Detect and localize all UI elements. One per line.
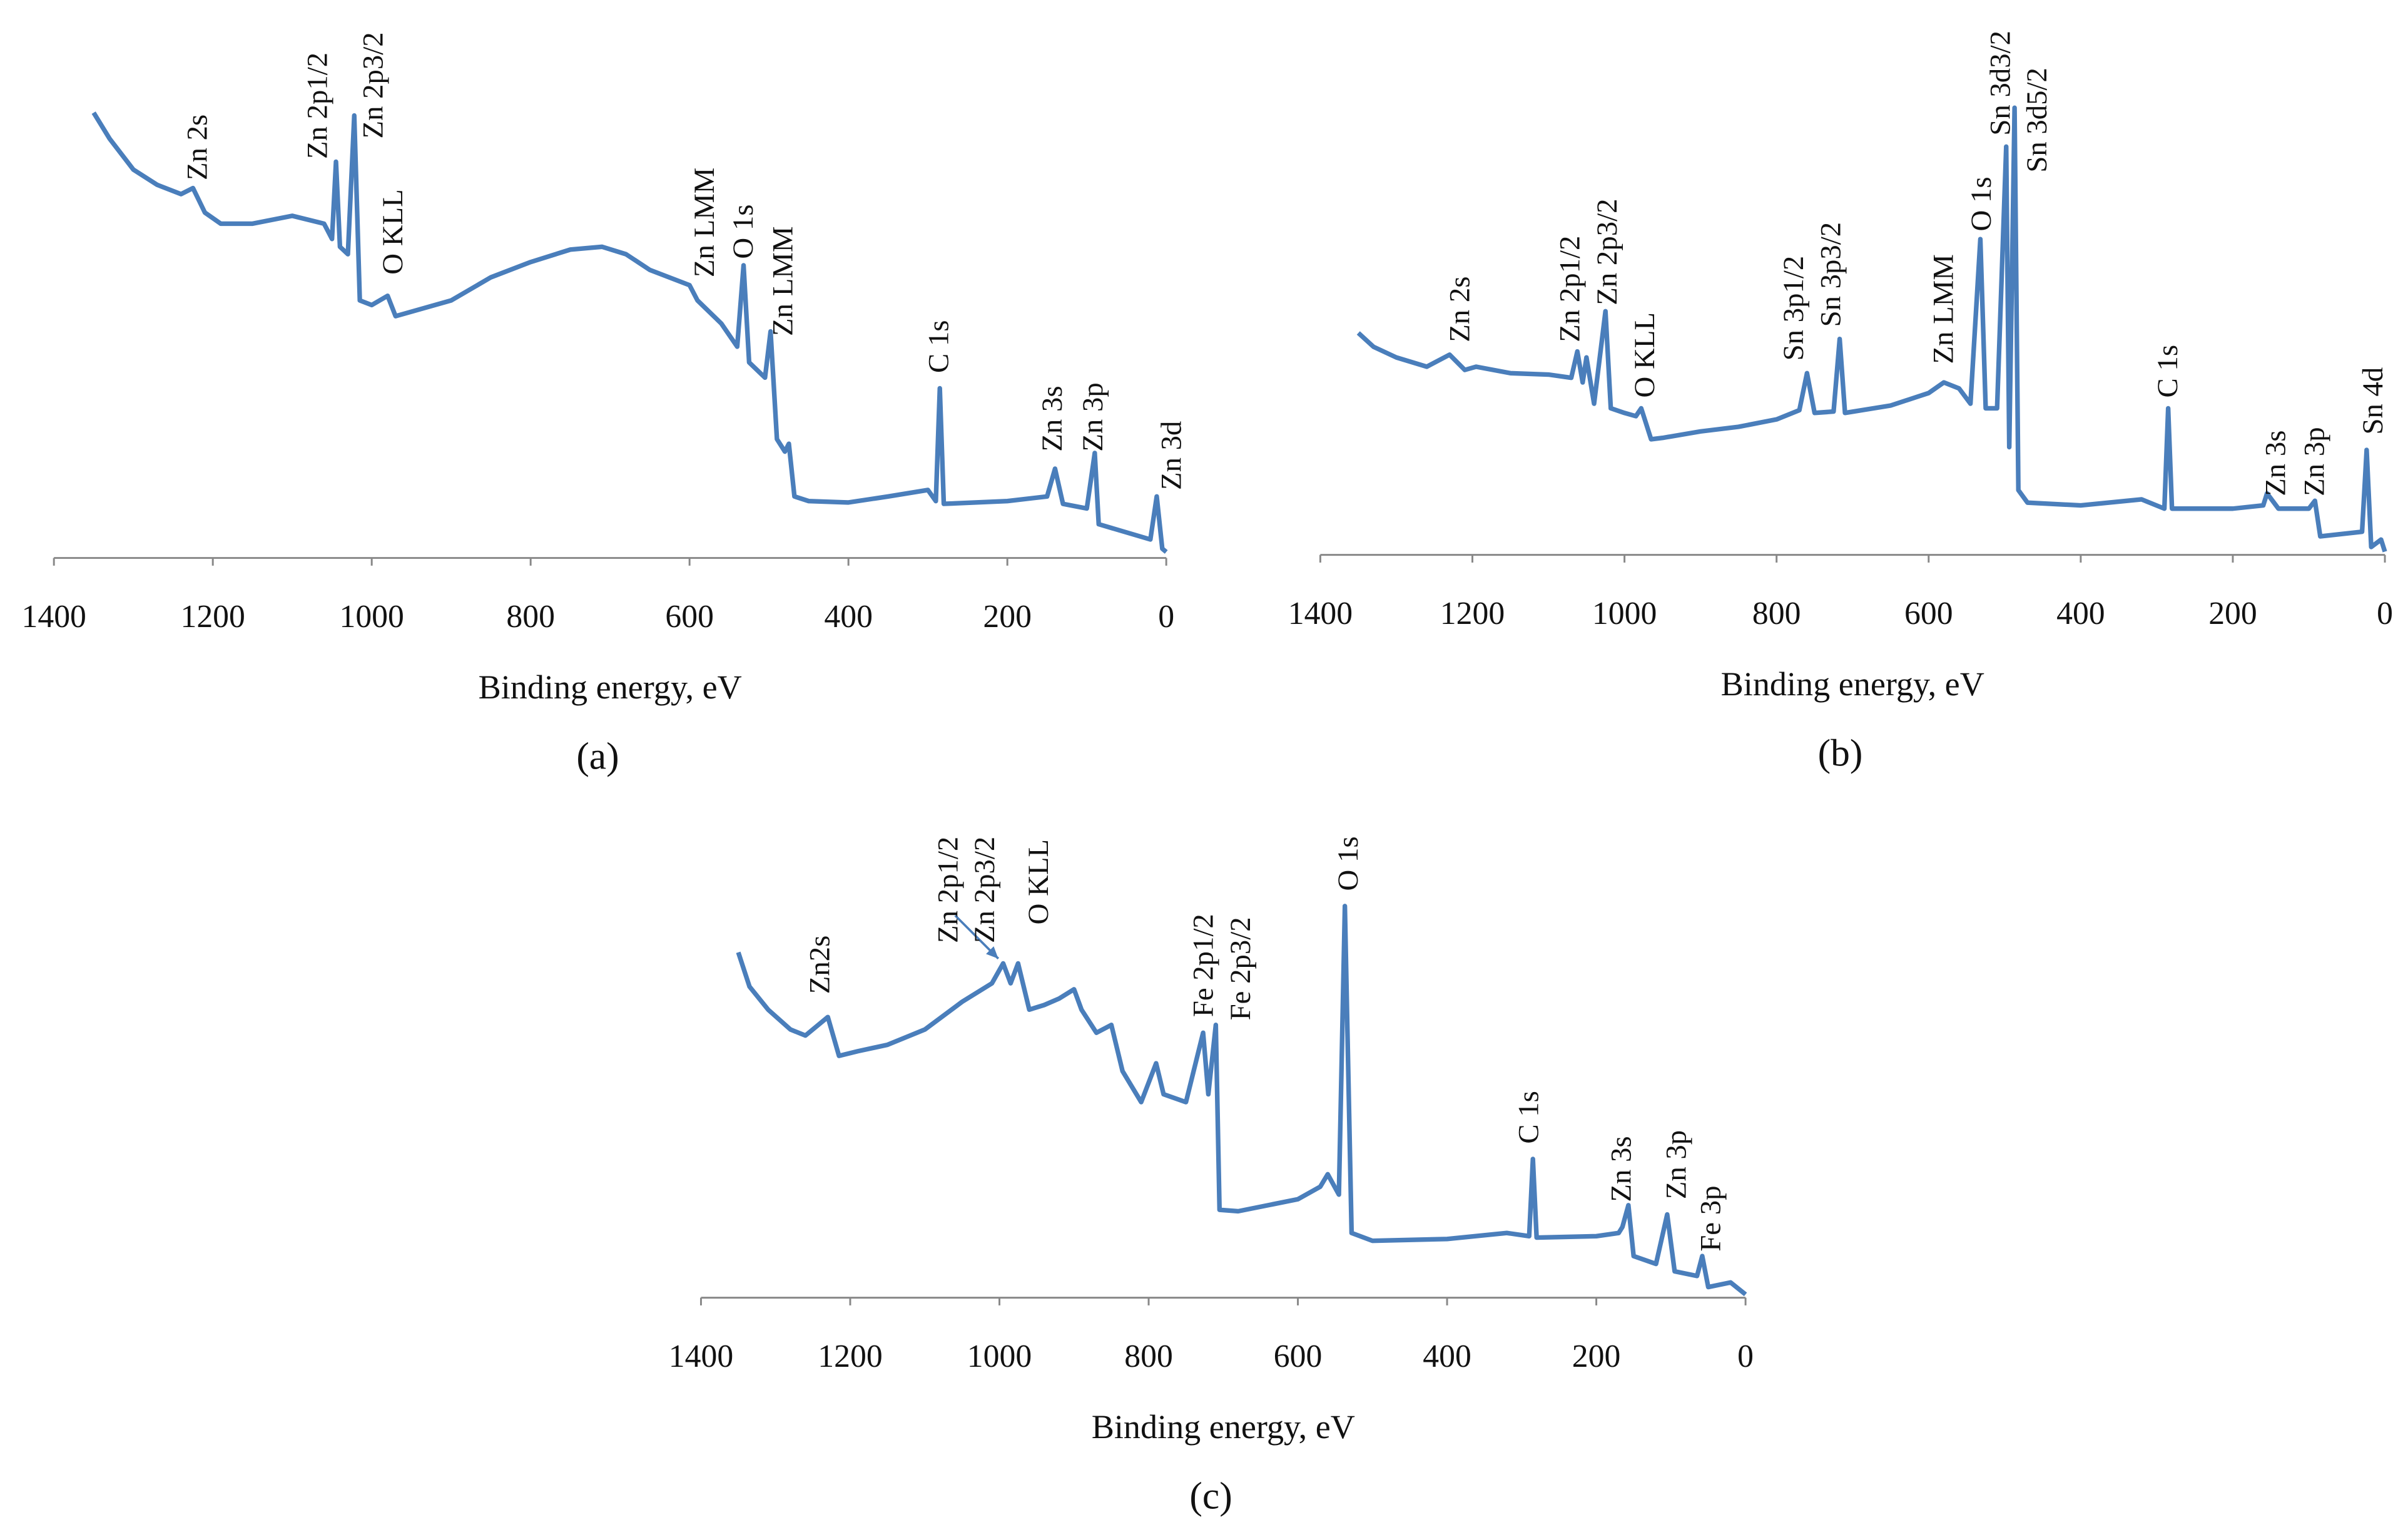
x-tick-label: 1200 <box>818 1339 882 1374</box>
x-tick-label: 1000 <box>967 1339 1032 1374</box>
peak-label: Zn 3p <box>1660 1130 1693 1199</box>
peak-label: C 1s <box>922 320 955 373</box>
x-tick-label: 1000 <box>1592 596 1657 631</box>
x-tick-label: 0 <box>1737 1339 1754 1374</box>
peak-label: Fe 3p <box>1695 1185 1727 1251</box>
annotation-arrowhead <box>986 946 998 959</box>
peak-label: Zn 2p1/2 <box>301 53 333 159</box>
x-tick-label: 600 <box>1274 1339 1323 1374</box>
x-axis-label: Binding energy, eV <box>479 668 742 706</box>
peak-label: Zn2s <box>804 936 836 994</box>
peak-label: O 1s <box>727 205 759 259</box>
x-tick-label: 800 <box>1124 1339 1173 1374</box>
x-tick-label: 800 <box>1752 596 1801 631</box>
peak-label: O KLL <box>377 189 409 274</box>
x-tick-label: 1200 <box>180 599 245 635</box>
spectrum-line <box>736 904 1747 1297</box>
peak-label: C 1s <box>1513 1091 1545 1143</box>
x-tick-label: 200 <box>983 599 1032 635</box>
x-tick-label: 1400 <box>1288 596 1353 631</box>
peak-label: O 1s <box>1965 176 1998 231</box>
x-tick-label: 1000 <box>339 599 404 635</box>
peak-label: Zn LMM <box>767 227 800 336</box>
peak-label: Sn 3p1/2 <box>1777 256 1810 361</box>
x-tick-label: 200 <box>2208 596 2257 631</box>
x-tick-label: 1200 <box>1440 596 1505 631</box>
peak-label: Zn LMM <box>1927 254 1959 364</box>
peak-label: Sn 3d5/2 <box>2021 68 2053 173</box>
peak-label: Zn LMM <box>688 168 721 277</box>
peak-label: O KLL <box>1628 312 1661 397</box>
peak-label: O 1s <box>1332 836 1364 891</box>
peak-label: Sn 3d3/2 <box>1984 31 2017 136</box>
x-tick-label: 200 <box>1572 1339 1621 1374</box>
x-tick-label: 400 <box>824 599 873 635</box>
peak-label: Zn 2p3/2 <box>357 32 389 138</box>
peak-label: Zn 2p3/2 <box>1591 199 1623 305</box>
peak-label: C 1s <box>2151 345 2184 397</box>
panel-label: (b) <box>1818 732 1863 774</box>
spectrum-line <box>1356 105 2387 553</box>
peak-label: Zn 3d <box>1156 421 1188 490</box>
x-tick-label: 1400 <box>669 1339 733 1374</box>
x-tick-label: 400 <box>2056 596 2105 631</box>
x-tick-label: 0 <box>1158 599 1174 635</box>
peak-label: Zn 3p <box>1077 382 1109 451</box>
peak-label: Zn 3s <box>2260 431 2292 496</box>
x-tick-label: 1400 <box>21 599 86 635</box>
peak-label: Sn 4d <box>2357 367 2389 435</box>
x-tick-label: 0 <box>2377 596 2393 631</box>
panel-label: (a) <box>576 735 619 777</box>
peak-label: Zn 3s <box>1605 1136 1637 1202</box>
peak-label: Zn 2s <box>181 115 214 180</box>
panel-label: (c) <box>1189 1474 1232 1517</box>
peak-label: Zn 2s <box>1443 277 1476 342</box>
peak-label: Zn 3s <box>1036 386 1069 451</box>
peak-label: Zn 3p <box>2299 427 2331 496</box>
spectrum-line <box>91 111 1168 554</box>
peak-label: Fe 2p1/2 <box>1187 914 1220 1017</box>
x-tick-label: 400 <box>1423 1339 1471 1374</box>
peak-label: Zn 2p3/2 <box>968 837 1001 943</box>
peak-label: Zn 2p1/2 <box>932 837 965 943</box>
x-axis-label: Binding energy, eV <box>1092 1408 1355 1446</box>
peak-label: Zn 2p1/2 <box>1554 236 1587 342</box>
x-tick-label: 600 <box>1904 596 1953 631</box>
peak-label: Sn 3p3/2 <box>1815 222 1847 327</box>
x-tick-label: 800 <box>506 599 555 635</box>
x-axis-label: Binding energy, eV <box>1721 665 1984 703</box>
x-tick-label: 600 <box>665 599 714 635</box>
peak-label: O KLL <box>1022 839 1055 924</box>
peak-label: Fe 2p3/2 <box>1224 917 1257 1020</box>
